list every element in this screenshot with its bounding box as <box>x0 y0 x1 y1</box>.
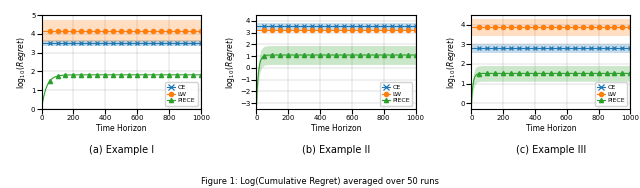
Text: (c) Example III: (c) Example III <box>516 145 586 155</box>
Text: (a) Example I: (a) Example I <box>88 145 154 155</box>
X-axis label: Time Horizon: Time Horizon <box>311 124 361 133</box>
Legend: CE, LW, PIECE: CE, LW, PIECE <box>380 82 412 106</box>
Text: (b) Example II: (b) Example II <box>302 145 370 155</box>
Text: Figure 1: Log(Cumulative Regret) averaged over 50 runs: Figure 1: Log(Cumulative Regret) average… <box>201 177 439 186</box>
Legend: CE, LW, PIECE: CE, LW, PIECE <box>595 82 627 106</box>
Y-axis label: $\log_{10}(Regret)$: $\log_{10}(Regret)$ <box>15 36 28 89</box>
Y-axis label: $\log_{10}(Regret)$: $\log_{10}(Regret)$ <box>445 36 458 89</box>
Legend: CE, LW, PIECE: CE, LW, PIECE <box>165 82 198 106</box>
Y-axis label: $\log_{10}(Regret)$: $\log_{10}(Regret)$ <box>224 36 237 89</box>
X-axis label: Time Horizon: Time Horizon <box>525 124 576 133</box>
X-axis label: Time Horizon: Time Horizon <box>96 124 147 133</box>
